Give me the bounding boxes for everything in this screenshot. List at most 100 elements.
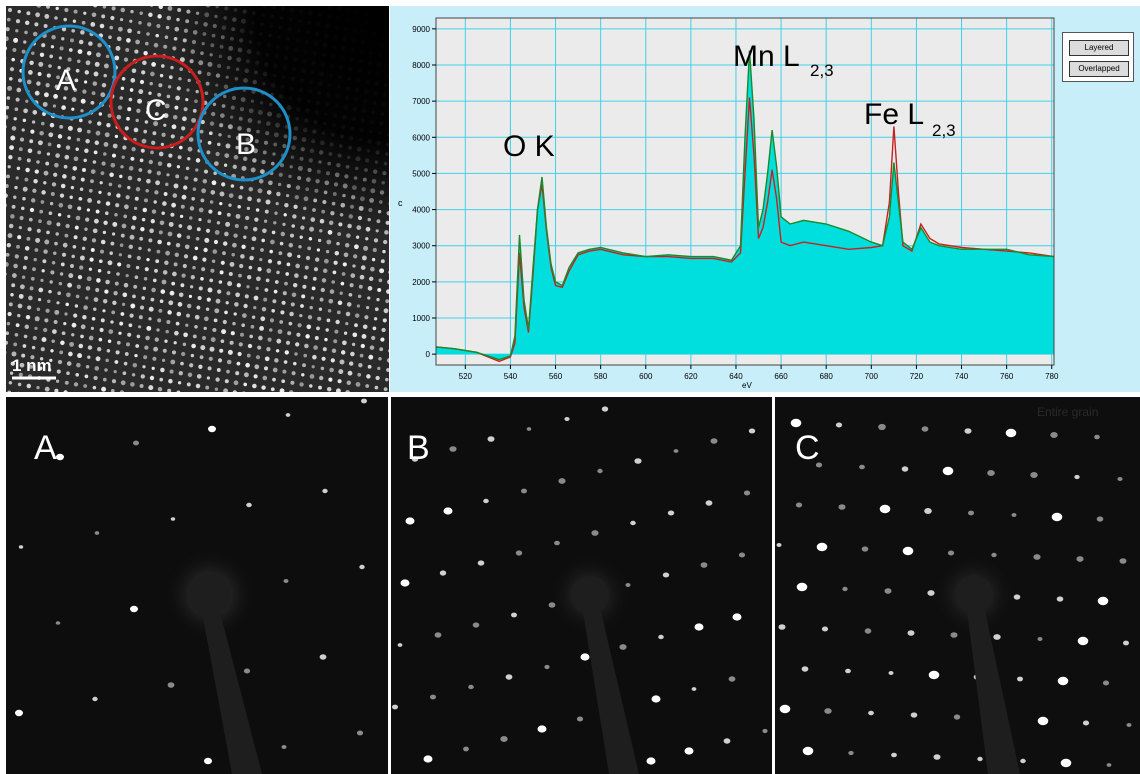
diffraction-spot [928, 670, 940, 680]
diffraction-spot [691, 687, 697, 691]
beam-stop-disc [189, 574, 231, 616]
diffraction-pattern-b [392, 406, 768, 774]
x-tick-label: 520 [459, 372, 473, 381]
diffraction-spot [953, 714, 961, 720]
diffraction-spot [322, 488, 328, 494]
diffraction-spot [423, 755, 433, 763]
diffraction-spot [838, 504, 846, 510]
diffraction-spot [15, 709, 23, 717]
spectrum-fill-area [436, 50, 1054, 360]
diffraction-spot [18, 545, 24, 549]
diffraction-spot [625, 583, 631, 587]
x-tick-label: 760 [1000, 372, 1014, 381]
overlapped-button[interactable]: Overlapped [1069, 61, 1129, 77]
x-tick-label: 660 [774, 372, 788, 381]
diffraction-spot [1033, 554, 1041, 560]
diffraction-spot [204, 757, 212, 765]
beam-stop-disc [571, 576, 609, 614]
diffraction-spot [1077, 636, 1089, 646]
diffraction-spot [942, 466, 954, 476]
diffraction-label-b: B [407, 429, 430, 467]
region-a-label: A [56, 64, 77, 97]
diffraction-spot [1011, 513, 1017, 517]
diffraction-spot [243, 668, 251, 674]
x-tick-label: 700 [865, 372, 879, 381]
x-tick-label: 720 [910, 372, 924, 381]
diffraction-spot [92, 696, 98, 702]
diffraction-spot [968, 510, 974, 516]
diffraction-spot [762, 728, 768, 734]
y-tick-label: 4000 [412, 206, 430, 215]
x-tick-label: 680 [820, 372, 834, 381]
diffraction-spot [56, 453, 64, 461]
diffraction-spot [558, 478, 566, 484]
diffraction-label-c: C [795, 429, 820, 467]
x-tick-label: 560 [549, 372, 563, 381]
diffraction-spot [487, 436, 495, 442]
diffraction-spot [1013, 594, 1021, 600]
diffraction-spot [901, 466, 909, 472]
diffraction-spot [728, 676, 736, 682]
diffraction-spot [1020, 758, 1026, 764]
diffraction-spot [439, 570, 447, 576]
diffraction-spot [795, 502, 803, 508]
diffraction-spot [950, 632, 958, 638]
diffraction-spot [868, 710, 874, 716]
diffraction-spot [591, 530, 599, 536]
diffraction-spot [246, 502, 252, 508]
diffraction-spot [443, 507, 453, 515]
diffraction-spot [888, 671, 894, 675]
diffraction-spot [630, 520, 636, 526]
eels-chart: 520 540 560 580 600 620 640 660 680 700 720 740 760 7… [398, 17, 1059, 390]
diffraction-spot [910, 712, 918, 718]
diffraction-spot [133, 440, 139, 446]
peak-label-fe-subscript: 2,3 [932, 121, 956, 140]
diffraction-spot [1005, 428, 1017, 438]
layered-button[interactable]: Layered [1069, 40, 1129, 56]
diffraction-spot [1126, 723, 1132, 727]
diffraction-spot [796, 582, 808, 592]
diffraction-spot [667, 510, 675, 516]
diffraction-spot [411, 456, 419, 462]
region-b-circle [196, 86, 292, 182]
diffraction-spot [477, 560, 485, 566]
diffraction-spot [861, 546, 869, 552]
diffraction-spot [1117, 477, 1123, 481]
y-tick-label: 3000 [412, 242, 430, 251]
diffraction-pattern-c [776, 418, 1132, 774]
x-tick-label: 640 [729, 372, 743, 381]
x-tick-label: 540 [504, 372, 518, 381]
diffraction-spot [848, 750, 854, 756]
diffraction-spot [521, 488, 527, 494]
diffraction-spot [684, 747, 694, 755]
peak-label-mn-subscript: 2,3 [810, 61, 834, 80]
y-tick-label: 5000 [412, 169, 430, 178]
diffraction-spot [738, 552, 746, 558]
y-tick-label: 0 [426, 350, 431, 359]
diffraction-spot [1076, 556, 1084, 562]
diffraction-spot [723, 738, 731, 744]
diffraction-spot [646, 757, 656, 765]
diffraction-spot [634, 458, 642, 464]
beam-stop [202, 612, 262, 774]
diffraction-spot [580, 653, 590, 661]
x-tick-label: 780 [1045, 372, 1059, 381]
diffraction-spot [319, 654, 327, 660]
stem-lattice-image [6, 6, 389, 392]
diffraction-spot [500, 736, 508, 742]
diffraction-spot [601, 406, 609, 412]
view-mode-legend: Layered Overlapped [1062, 32, 1134, 82]
x-tick-label: 620 [684, 372, 698, 381]
diffraction-spot [548, 602, 556, 608]
y-tick-label: 1000 [412, 314, 430, 323]
diffraction-spot [130, 605, 138, 613]
diffraction-spot [167, 682, 175, 688]
diffraction-spot [824, 708, 832, 714]
diffraction-spot [947, 550, 955, 556]
diffraction-spot [835, 422, 843, 428]
region-b-label: B [236, 128, 257, 161]
beam-stop [967, 611, 1020, 774]
diffraction-panel-b: B [391, 397, 772, 774]
diffraction-spot [1030, 472, 1038, 478]
diffraction-spot [405, 517, 415, 525]
